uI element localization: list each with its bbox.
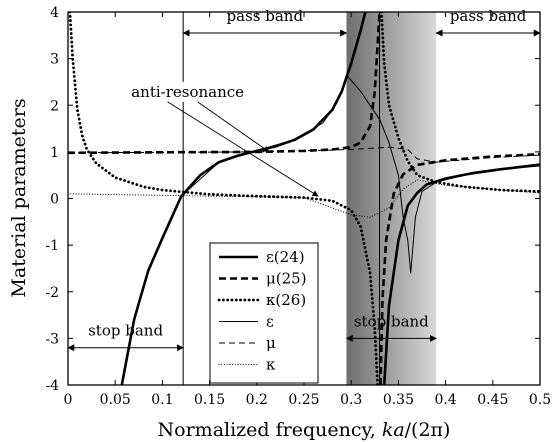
annotation-pointer-4-1 [167, 101, 319, 197]
y-tick-label: -2 [45, 285, 59, 301]
annotation-label-2: stop band [88, 322, 163, 340]
x-tick-label: 0.25 [288, 392, 319, 408]
series-5-line-segment-0 [68, 179, 540, 218]
x-tick-label: 0.05 [100, 392, 131, 408]
y-axis-title: Material parameters [8, 98, 30, 297]
series-3-line-segment-0 [180, 74, 540, 274]
y-tick-label: 1 [50, 145, 59, 161]
y-tick-label: 0 [50, 192, 59, 208]
legend-label-4: μ [266, 334, 276, 352]
legend: ε(24) μ(25) κ(26) εμκ [209, 242, 319, 384]
x-tick-label: 0.2 [246, 392, 268, 408]
y-tick-label: -3 [45, 331, 59, 347]
x-tick-label: 0.15 [194, 392, 225, 408]
annotation-label-bg-4 [126, 81, 250, 102]
x-tick-label: 0.5 [529, 392, 551, 408]
annotation-label-0: pass band [227, 7, 304, 25]
annotation-pointer-4-0 [197, 101, 270, 153]
annotation-label-1: pass band [450, 7, 527, 25]
x-tick-label: 0.3 [340, 392, 362, 408]
series-2-line-segment-1 [380, 12, 540, 193]
x-axis-title-suffix: /(2π) [405, 419, 451, 441]
legend-label-0: ε(24) [266, 248, 305, 266]
x-axis-title: Normalized frequency, ka/(2π) [158, 419, 451, 441]
legend-label-3: ε [266, 313, 274, 331]
x-axis-title-prefix: Normalized frequency, [158, 419, 382, 441]
legend-label-5: κ [266, 356, 276, 374]
x-tick-label: 0.1 [151, 392, 173, 408]
x-tick-label: 0.45 [477, 392, 508, 408]
series-0-line-segment-1 [382, 163, 540, 385]
x-axis-title-variable: ka [382, 419, 405, 441]
y-tick-label: 2 [50, 98, 59, 114]
stop-band-shading [346, 12, 437, 385]
x-tick-label: 0 [64, 392, 73, 408]
x-tick-label: 0.35 [383, 392, 414, 408]
series-1-line-segment-0 [68, 12, 381, 155]
y-tick-label: 3 [50, 52, 59, 68]
annotation-label-3: stop band [354, 312, 429, 330]
legend-label-1: μ(25) [266, 270, 307, 288]
x-tick-label: 0.4 [434, 392, 456, 408]
series-2-line-segment-0 [68, 12, 379, 385]
y-tick-label: -4 [45, 378, 59, 394]
plot-frame [67, 11, 541, 386]
y-tick-label: 4 [50, 5, 59, 21]
annotation-label-4: anti-resonance [131, 83, 244, 101]
legend-label-2: κ(26) [266, 291, 306, 309]
series-1-line-segment-1 [379, 152, 540, 385]
y-tick-label: -1 [45, 238, 59, 254]
series-4-line-segment-0 [68, 146, 540, 163]
